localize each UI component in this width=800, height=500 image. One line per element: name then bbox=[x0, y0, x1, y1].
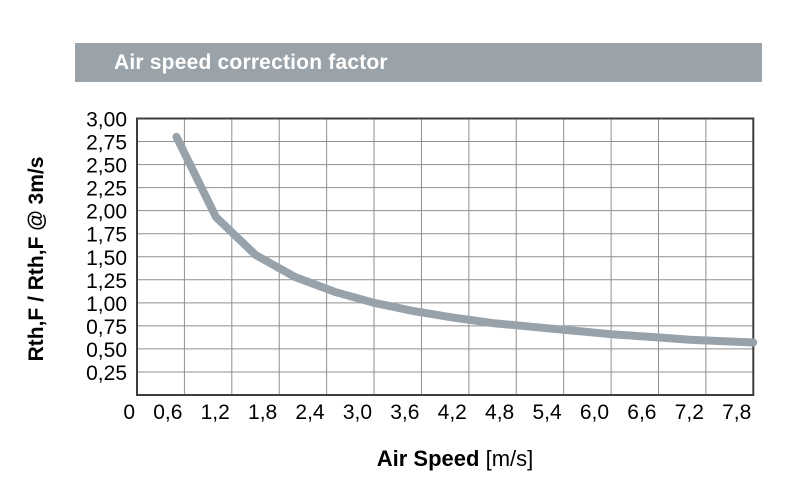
x-axis-title-text: Air Speed bbox=[376, 446, 480, 471]
x-tick-label: 5,4 bbox=[532, 401, 562, 424]
x-tick-label: 3,0 bbox=[343, 401, 372, 424]
y-tick-label: 2,75 bbox=[86, 132, 127, 155]
plot-border bbox=[136, 117, 755, 396]
curve-line bbox=[172, 132, 758, 347]
x-axis-unit: [m/s] bbox=[485, 446, 534, 471]
data-curve bbox=[172, 132, 758, 347]
x-axis-title: Air Speed [m/s] bbox=[377, 446, 534, 472]
y-tick-label: 1,50 bbox=[86, 247, 127, 270]
x-tick-label: 1,8 bbox=[248, 401, 277, 424]
y-tick-label: 0,25 bbox=[86, 362, 127, 385]
y-tick-label: 0,50 bbox=[86, 339, 127, 362]
y-tick-label: 2,25 bbox=[86, 178, 127, 201]
y-tick-label: 0,75 bbox=[86, 316, 127, 339]
y-tick-label: 2,00 bbox=[86, 201, 127, 224]
x-tick-label: 6,6 bbox=[627, 401, 656, 424]
x-tick-label: 3,6 bbox=[390, 401, 419, 424]
x-tick-label: 4,2 bbox=[438, 401, 467, 424]
x-tick-label: 0,6 bbox=[153, 401, 182, 424]
chart-title: Air speed correction factor bbox=[114, 50, 388, 74]
y-tick-labels: 3,002,752,502,252,001,751,501,251,000,75… bbox=[86, 109, 127, 385]
y-tick-label: 1,75 bbox=[86, 224, 127, 247]
x-tick-label: 1,2 bbox=[201, 401, 230, 424]
x-tick-label: 4,8 bbox=[485, 401, 514, 424]
x-tick-labels: 0 0,6 1,2 1,8 2,4 3,0 3,6 4,2 4,8 5,4 6,0 6,6 7,2 7,8 bbox=[123, 401, 751, 424]
y-tick-label: 2,50 bbox=[86, 155, 127, 178]
y-tick-label: 3,00 bbox=[86, 109, 127, 132]
x-tick-label: 6,0 bbox=[580, 401, 609, 424]
x-tick-label: 2,4 bbox=[295, 401, 325, 424]
x-tick-label: 7,8 bbox=[722, 401, 751, 424]
gridlines bbox=[137, 118, 754, 395]
header-bar: Air speed correction factor bbox=[75, 43, 762, 82]
y-tick-label: 1,25 bbox=[86, 270, 127, 293]
x-tick-label: 0 bbox=[123, 401, 135, 424]
x-tick-label: 7,2 bbox=[675, 401, 704, 424]
y-tick-label: 1,00 bbox=[86, 293, 127, 316]
y-axis-title: Rth,F / Rth,F @ 3m/s bbox=[25, 156, 48, 362]
